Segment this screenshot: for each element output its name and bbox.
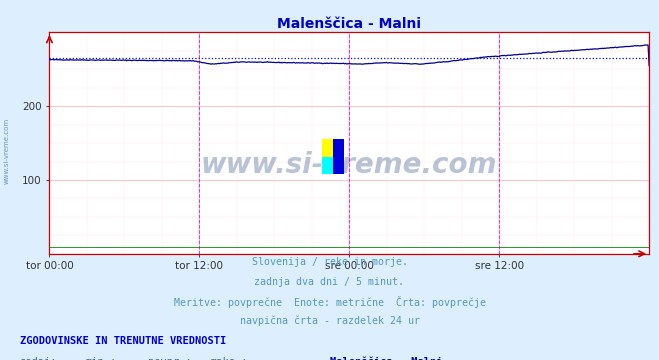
Text: Slovenija / reke in morje.: Slovenija / reke in morje. — [252, 257, 407, 267]
Bar — [333, 139, 344, 174]
Text: ZGODOVINSKE IN TRENUTNE VREDNOSTI: ZGODOVINSKE IN TRENUTNE VREDNOSTI — [20, 336, 226, 346]
Text: maks.:: maks.: — [211, 357, 248, 360]
Bar — [322, 139, 333, 157]
Text: sedaj:: sedaj: — [20, 357, 57, 360]
Text: povpr.:: povpr.: — [148, 357, 192, 360]
Text: min.:: min.: — [86, 357, 117, 360]
Bar — [322, 157, 333, 174]
Text: www.si-vreme.com: www.si-vreme.com — [201, 151, 498, 179]
Text: Meritve: povprečne  Enote: metrične  Črta: povprečje: Meritve: povprečne Enote: metrične Črta:… — [173, 296, 486, 308]
Text: Malenščica - Malni: Malenščica - Malni — [330, 357, 442, 360]
Text: zadnja dva dni / 5 minut.: zadnja dva dni / 5 minut. — [254, 276, 405, 287]
Title: Malenščica - Malni: Malenščica - Malni — [277, 17, 421, 31]
Text: www.si-vreme.com: www.si-vreme.com — [3, 118, 10, 184]
Text: navpična črta - razdelek 24 ur: navpična črta - razdelek 24 ur — [239, 316, 420, 327]
